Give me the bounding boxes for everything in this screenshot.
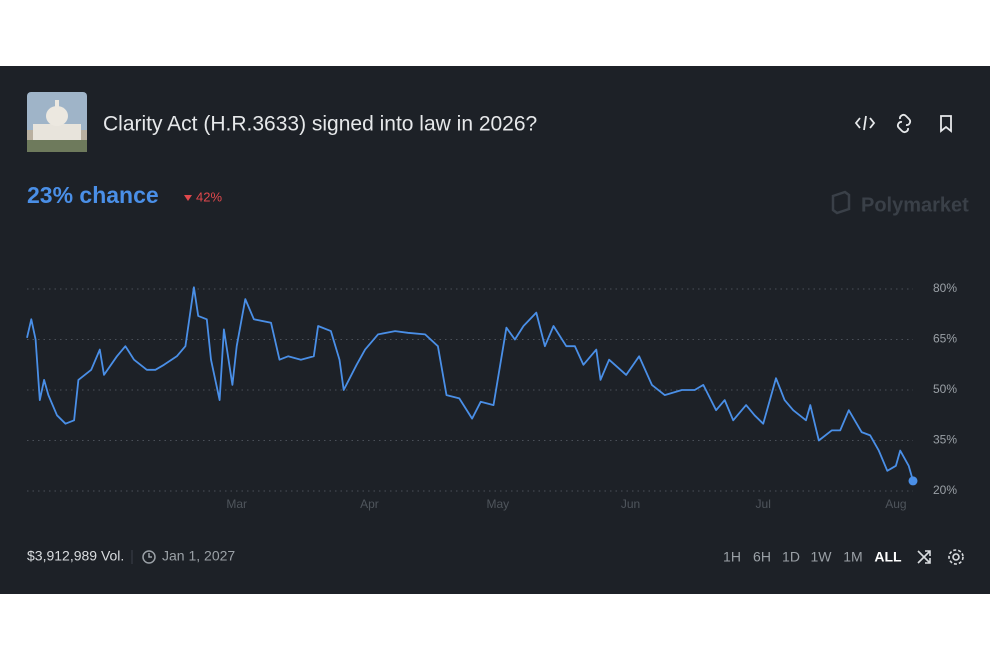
y-tick-label: 35%: [933, 433, 957, 447]
range-button[interactable]: 1H: [723, 549, 741, 565]
brand: Polymarket: [861, 194, 969, 216]
y-tick-label: 80%: [933, 281, 957, 295]
x-tick-label: Jun: [621, 497, 640, 511]
y-tick-label: 65%: [933, 332, 957, 346]
volume: $3,912,989 Vol.: [27, 548, 124, 564]
price-line: [26, 286, 914, 482]
end-date: Jan 1, 2027: [162, 548, 235, 564]
end-dot: [908, 476, 918, 486]
card: [0, 66, 990, 594]
chance: 23% chance: [27, 182, 159, 208]
x-tick-label: Jul: [756, 497, 771, 511]
change-arrow: [184, 195, 192, 201]
change: 42%: [196, 189, 222, 204]
range-button[interactable]: 1W: [811, 549, 833, 565]
x-tick-label: Mar: [226, 497, 247, 511]
clock-icon: [142, 550, 156, 564]
y-tick-label: 20%: [933, 483, 957, 497]
range-button[interactable]: 1D: [782, 549, 800, 565]
x-tick-label: Aug: [885, 497, 906, 511]
y-tick-label: 50%: [933, 382, 957, 396]
title: Clarity Act (H.R.3633) signed into law i…: [103, 113, 537, 136]
toolbar-icons[interactable]: [854, 114, 952, 133]
x-tick-label: Apr: [360, 497, 379, 511]
x-tick-label: May: [486, 497, 509, 511]
range-button[interactable]: 1M: [843, 549, 862, 565]
range-button[interactable]: 6H: [753, 549, 771, 565]
brand-logo: [831, 190, 851, 215]
footer-icons[interactable]: [917, 549, 964, 565]
market-image: [27, 92, 87, 152]
range-button[interactable]: ALL: [874, 549, 902, 565]
